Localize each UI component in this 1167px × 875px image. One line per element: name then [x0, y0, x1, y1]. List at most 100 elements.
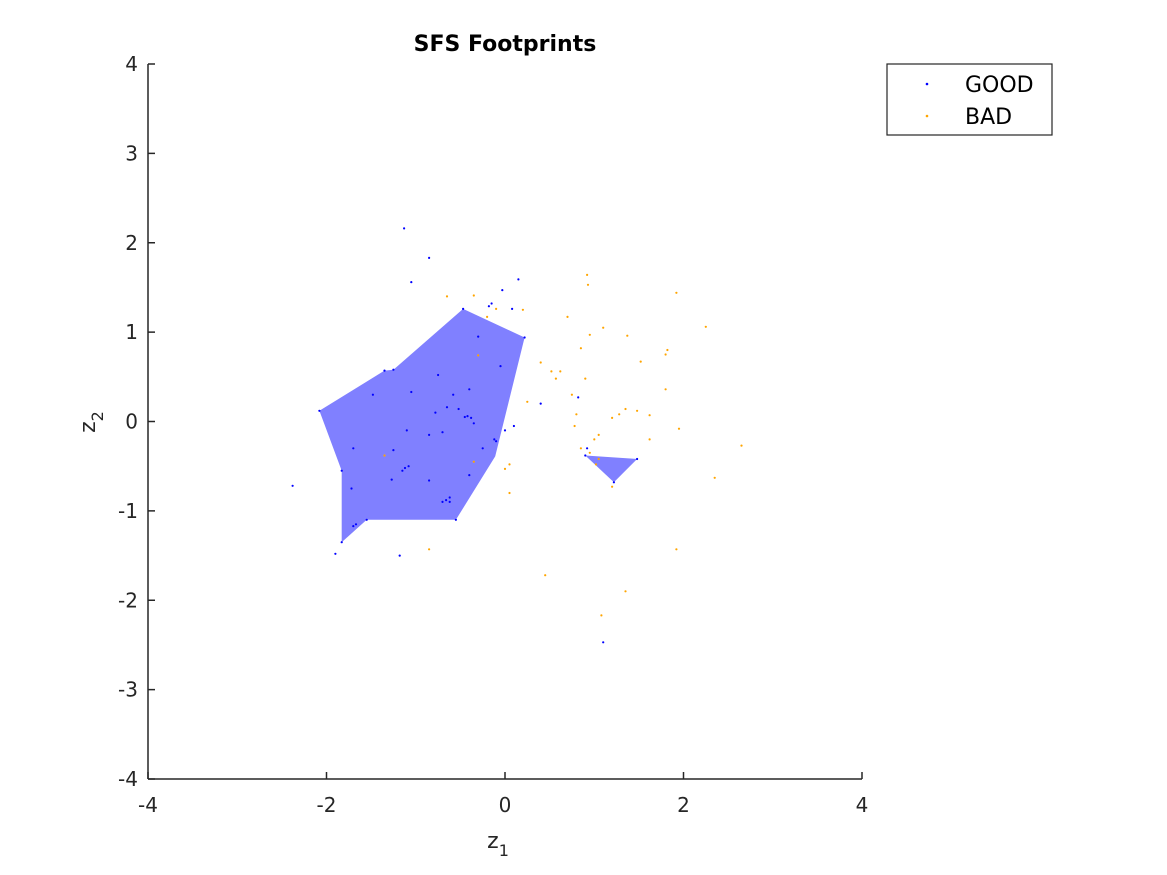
footprint-polygon-1: [319, 308, 525, 543]
point-good: [457, 407, 460, 411]
point-bad: [559, 370, 562, 373]
x-axis-label-subscript: 1: [499, 841, 509, 860]
point-bad: [740, 444, 743, 447]
point-bad: [648, 414, 651, 417]
y-tick-label: -4: [118, 767, 138, 791]
point-bad: [675, 291, 678, 294]
y-axis-label-subscript: 2: [88, 411, 107, 421]
x-tick-label: 0: [499, 793, 512, 817]
point-good: [636, 457, 639, 461]
point-good: [383, 369, 386, 372]
point-good: [586, 447, 589, 450]
point-bad: [472, 294, 475, 297]
point-bad: [664, 388, 667, 391]
point-bad: [445, 295, 449, 298]
point-good: [472, 422, 475, 425]
point-bad: [495, 307, 498, 310]
y-tick-label: -1: [118, 499, 138, 523]
y-tick-label: 4: [125, 52, 138, 76]
point-bad: [544, 574, 547, 577]
point-bad: [588, 451, 591, 454]
point-good: [392, 368, 395, 371]
point-good: [340, 469, 343, 472]
y-axis-label-main: z: [76, 421, 101, 433]
point-bad: [383, 454, 386, 457]
point-good: [403, 466, 407, 470]
y-axis-label-group: z2: [76, 411, 107, 433]
point-bad: [704, 325, 707, 328]
x-tick-label: -2: [317, 793, 337, 817]
point-good: [434, 411, 437, 414]
point-bad: [472, 460, 475, 463]
legend-label-bad: BAD: [965, 105, 1012, 130]
point-bad: [618, 413, 621, 416]
point-bad: [570, 393, 574, 396]
series-bad: [383, 273, 743, 617]
point-good: [365, 518, 368, 521]
point-bad: [508, 491, 511, 495]
y-tick-label: 1: [125, 320, 138, 344]
point-bad: [586, 283, 590, 286]
point-good: [493, 438, 496, 441]
point-bad: [594, 463, 598, 466]
point-good: [334, 552, 337, 555]
point-bad: [677, 427, 681, 430]
point-good: [470, 416, 473, 419]
x-axis-label-main: z: [487, 829, 499, 854]
point-good: [350, 487, 353, 490]
point-good: [523, 336, 526, 339]
point-good: [452, 393, 455, 396]
point-good: [501, 289, 504, 292]
point-good: [441, 431, 444, 434]
point-good: [454, 518, 457, 521]
point-bad: [586, 273, 589, 276]
point-good: [448, 496, 451, 499]
point-good: [354, 523, 358, 526]
point-good: [512, 424, 516, 428]
point-bad: [600, 614, 603, 617]
point-good: [539, 402, 542, 405]
point-good: [503, 429, 507, 432]
point-bad: [639, 360, 642, 363]
point-good: [466, 415, 469, 418]
footprints-layer: [319, 308, 638, 543]
point-bad: [573, 424, 576, 428]
legend-marker-good: [925, 82, 929, 86]
point-bad: [597, 433, 600, 436]
point-good: [410, 390, 413, 394]
point-good: [584, 454, 587, 457]
x-tick-label: 2: [677, 793, 690, 817]
x-axis-label: z1: [487, 829, 509, 860]
point-good: [445, 406, 449, 409]
point-good: [462, 307, 465, 310]
point-good: [468, 388, 471, 391]
series-good: [291, 227, 639, 644]
ticks-layer: -4 -2 0 2 4 -4 -3 -2 -1 0 1 2 3 4: [118, 52, 868, 817]
point-good: [392, 449, 395, 452]
legend-marker-bad: [925, 114, 929, 118]
x-tick-label: 4: [856, 793, 869, 817]
point-bad: [508, 463, 511, 466]
points-layer: [291, 227, 743, 644]
point-bad: [648, 438, 651, 441]
point-bad: [675, 548, 678, 551]
point-bad: [666, 348, 669, 352]
point-good: [577, 396, 580, 399]
footprint-polygon-2: [585, 455, 638, 483]
point-bad: [579, 447, 583, 450]
point-good: [428, 256, 431, 259]
point-good: [403, 227, 406, 230]
point-bad: [554, 377, 558, 380]
point-good: [318, 409, 321, 412]
point-bad: [486, 315, 489, 318]
legend-box: [886, 63, 1053, 136]
point-bad: [602, 326, 605, 329]
point-good: [445, 499, 448, 502]
point-good: [371, 393, 374, 396]
point-good: [499, 365, 502, 368]
point-bad: [664, 353, 667, 356]
point-good: [352, 447, 355, 450]
point-good: [448, 500, 451, 503]
point-bad: [566, 315, 569, 318]
